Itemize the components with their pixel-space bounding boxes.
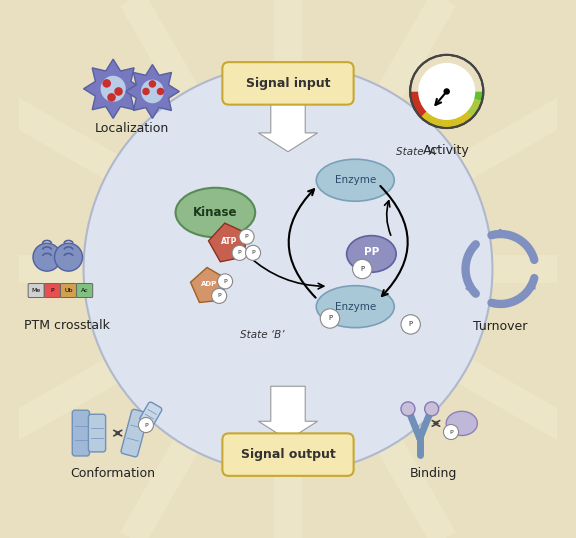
Text: State ‘B’: State ‘B’ (240, 330, 284, 339)
Text: Signal input: Signal input (246, 77, 330, 90)
Wedge shape (447, 91, 482, 117)
Circle shape (320, 309, 340, 328)
Ellipse shape (141, 80, 164, 103)
Circle shape (232, 245, 247, 260)
Wedge shape (447, 91, 483, 101)
Text: Activity: Activity (423, 144, 470, 157)
Text: P: P (223, 279, 227, 284)
Wedge shape (410, 55, 483, 91)
Text: ADP: ADP (201, 281, 217, 287)
Ellipse shape (316, 286, 394, 328)
Text: P: P (251, 250, 255, 256)
Text: P: P (449, 429, 453, 435)
Circle shape (239, 229, 254, 244)
Circle shape (353, 259, 372, 279)
Polygon shape (209, 223, 247, 262)
FancyBboxPatch shape (88, 414, 105, 452)
Text: P: P (217, 293, 221, 299)
Text: Enzyme: Enzyme (335, 175, 376, 185)
FancyBboxPatch shape (77, 284, 93, 298)
Text: P: P (360, 266, 364, 272)
Circle shape (149, 80, 156, 88)
Circle shape (218, 274, 233, 289)
Text: Enzyme: Enzyme (335, 302, 376, 312)
Text: P: P (408, 321, 413, 328)
Text: State ‘A’: State ‘A’ (396, 147, 438, 157)
Text: Turnover: Turnover (473, 320, 528, 333)
Polygon shape (259, 98, 317, 152)
Text: Ub: Ub (65, 288, 73, 293)
FancyBboxPatch shape (121, 409, 149, 457)
Text: P: P (51, 288, 54, 293)
Text: Me: Me (32, 288, 41, 293)
Circle shape (157, 88, 164, 95)
Circle shape (138, 417, 153, 433)
Circle shape (142, 88, 150, 95)
Text: Kinase: Kinase (193, 206, 238, 219)
Ellipse shape (347, 236, 396, 272)
Text: P: P (238, 250, 241, 256)
Text: Binding: Binding (410, 467, 457, 480)
Polygon shape (191, 267, 226, 302)
Circle shape (33, 243, 61, 271)
FancyBboxPatch shape (60, 284, 77, 298)
Text: Conformation: Conformation (71, 467, 156, 480)
Circle shape (84, 65, 492, 473)
Ellipse shape (446, 411, 478, 436)
Circle shape (444, 424, 458, 440)
FancyBboxPatch shape (28, 284, 44, 298)
Circle shape (103, 79, 111, 88)
Circle shape (418, 63, 475, 120)
Polygon shape (259, 386, 317, 440)
FancyBboxPatch shape (222, 62, 354, 105)
Circle shape (444, 88, 450, 95)
Circle shape (401, 402, 415, 416)
Text: Signal output: Signal output (241, 448, 335, 461)
Circle shape (425, 402, 439, 416)
Text: PP: PP (364, 247, 379, 257)
Text: P: P (245, 234, 248, 239)
FancyBboxPatch shape (140, 402, 162, 427)
Ellipse shape (101, 76, 126, 102)
Text: ATP: ATP (221, 237, 237, 245)
Ellipse shape (176, 188, 255, 237)
Wedge shape (410, 91, 447, 117)
Polygon shape (126, 65, 179, 118)
Circle shape (401, 315, 420, 334)
FancyBboxPatch shape (222, 434, 354, 476)
Ellipse shape (316, 159, 394, 201)
Text: P: P (144, 422, 148, 428)
Circle shape (107, 93, 116, 102)
Text: Localization: Localization (95, 122, 169, 134)
Circle shape (114, 87, 123, 96)
Circle shape (245, 245, 260, 260)
Circle shape (211, 288, 227, 303)
Text: Ac: Ac (81, 288, 89, 293)
Wedge shape (421, 91, 472, 128)
Text: P: P (328, 315, 332, 322)
FancyBboxPatch shape (44, 284, 60, 298)
Text: PTM crosstalk: PTM crosstalk (25, 319, 111, 332)
FancyBboxPatch shape (72, 410, 89, 456)
Polygon shape (84, 59, 143, 118)
Circle shape (55, 243, 82, 271)
